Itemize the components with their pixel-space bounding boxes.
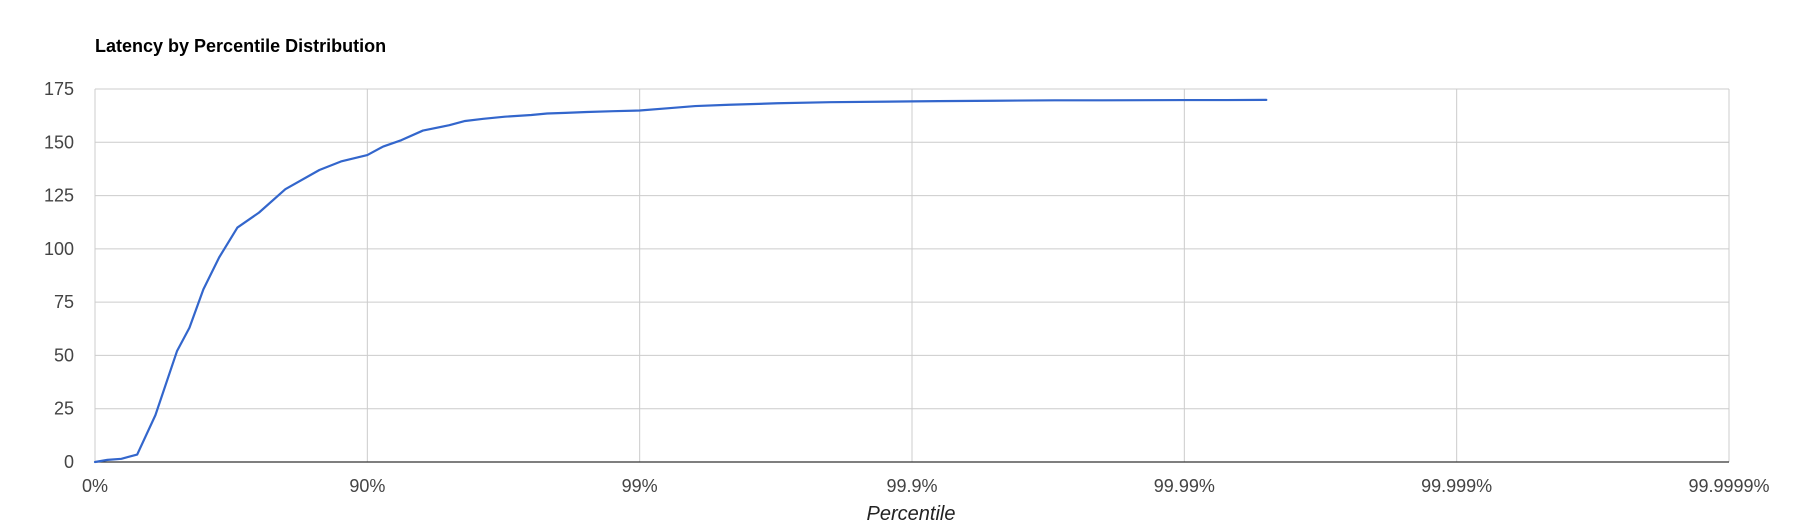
x-tick-label: 99.9% [886, 476, 937, 496]
tick-layer: 0 25 50 75 100 125 150 175 0% 90% 99% 99.9% 99.99% 99… [44, 79, 1770, 496]
y-tick-label: 100 [44, 239, 74, 259]
x-tick-label: 99.9999% [1688, 476, 1769, 496]
grid-layer [94, 88, 1730, 463]
y-tick-label: 75 [54, 292, 74, 312]
chart-title: Latency by Percentile Distribution [95, 36, 386, 56]
y-tick-label: 50 [54, 345, 74, 365]
x-axis-title: Percentile [867, 503, 956, 524]
y-tick-label: 25 [54, 399, 74, 419]
y-tick-label: 150 [44, 132, 74, 152]
y-tick-label: 175 [44, 79, 74, 99]
x-tick-label: 99% [622, 476, 658, 496]
y-tick-label: 125 [44, 186, 74, 206]
x-tick-label: 90% [349, 476, 385, 496]
x-tick-label: 99.999% [1421, 476, 1492, 496]
latency-series-line [93, 98, 1268, 464]
x-tick-label: 0% [82, 476, 108, 496]
x-tick-label: 99.99% [1154, 476, 1215, 496]
y-tick-label: 0 [64, 452, 74, 472]
